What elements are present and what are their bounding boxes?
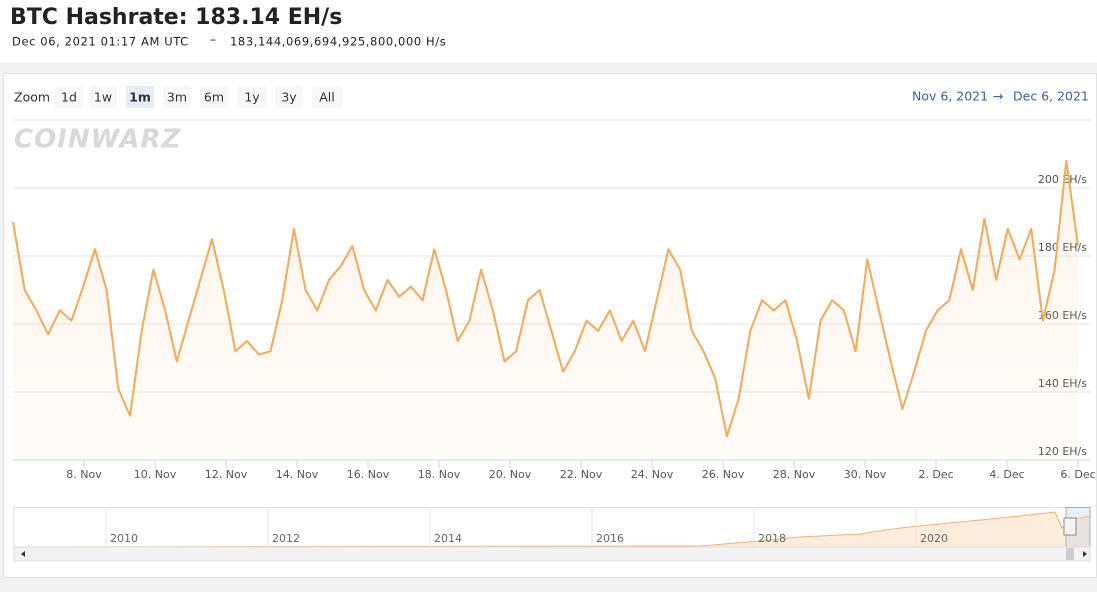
timestamp: Dec 06, 2021 01:17 AM UTC	[12, 35, 189, 49]
zoom-button-label[interactable]: 1d	[61, 90, 77, 105]
separator: –	[210, 33, 216, 47]
range-arrow: →	[993, 89, 1003, 104]
zoom-button-label[interactable]: 6m	[204, 90, 224, 105]
x-tick-label: 24. Nov	[631, 468, 674, 481]
zoom-label: Zoom	[14, 90, 50, 105]
zoom-button-label[interactable]: All	[319, 90, 335, 105]
title: BTC Hashrate: 183.14 EH/s	[10, 5, 342, 30]
y-tick-label: 200 EH/s	[1038, 173, 1087, 186]
zoom-button[interactable]	[238, 86, 266, 108]
x-tick-label: 20. Nov	[489, 468, 532, 481]
line	[12, 159, 1079, 438]
navigator-handle[interactable]	[1063, 517, 1077, 536]
navigator-label: 2014	[434, 532, 462, 545]
x-tick-label: 14. Nov	[276, 468, 319, 481]
x-tick-label: 6. Dec	[1060, 468, 1095, 481]
scroll-left[interactable]	[21, 551, 25, 557]
navigator: 2010 2012 2014 2016 2018 2020	[13, 507, 1091, 562]
scrollbar-thumb[interactable]	[1066, 548, 1074, 560]
navigator-area	[13, 511, 1091, 548]
scrollbar[interactable]	[13, 546, 1091, 562]
navigator-label: 2018	[758, 532, 786, 545]
scroll-right[interactable]	[1083, 551, 1087, 557]
x-tick-label: 30. Nov	[844, 468, 887, 481]
zoom-button[interactable]	[55, 86, 83, 108]
x-tick-label: 28. Nov	[773, 468, 816, 481]
x-tick-label: 16. Nov	[347, 468, 390, 481]
x-tick-label: 8. Nov	[66, 468, 102, 481]
x-tick-label: 10. Nov	[134, 468, 177, 481]
x-tick-label: 12. Nov	[205, 468, 248, 481]
hashrate: 183,144,069,694,925,800,000 H/s	[230, 35, 446, 49]
x-tick-label: 4. Dec	[989, 468, 1024, 481]
navigator-label: 2012	[272, 532, 300, 545]
header-bg	[0, 0, 1097, 62]
zoom-button-label[interactable]: 1m	[129, 90, 151, 105]
x-tick-label: 18. Nov	[418, 468, 461, 481]
zoom-button-label[interactable]: 3m	[167, 90, 187, 105]
zoom-button[interactable]	[126, 86, 154, 108]
range-from: Nov 6, 2021	[912, 89, 988, 104]
zoom-button[interactable]	[200, 86, 228, 108]
x-tick-label: 26. Nov	[702, 468, 745, 481]
zoom-button-label[interactable]: 1y	[244, 90, 260, 105]
zoom-button[interactable]	[312, 86, 342, 108]
x-tick-label: 22. Nov	[560, 468, 603, 481]
zoom-button[interactable]	[163, 86, 191, 108]
zoom-button[interactable]	[275, 86, 303, 108]
zoom-button[interactable]	[89, 86, 117, 108]
navigator-label: 2020	[920, 532, 948, 545]
watermark: COINWARZ	[14, 125, 182, 155]
x-tick-label: 2. Dec	[918, 468, 953, 481]
zoom-button-label[interactable]: 1w	[94, 90, 112, 105]
navigator-label: 2016	[596, 532, 624, 545]
range-to: Dec 6, 2021	[1013, 89, 1089, 104]
zoom-button-label[interactable]: 3y	[281, 90, 297, 105]
navigator-label: 2010	[110, 532, 138, 545]
